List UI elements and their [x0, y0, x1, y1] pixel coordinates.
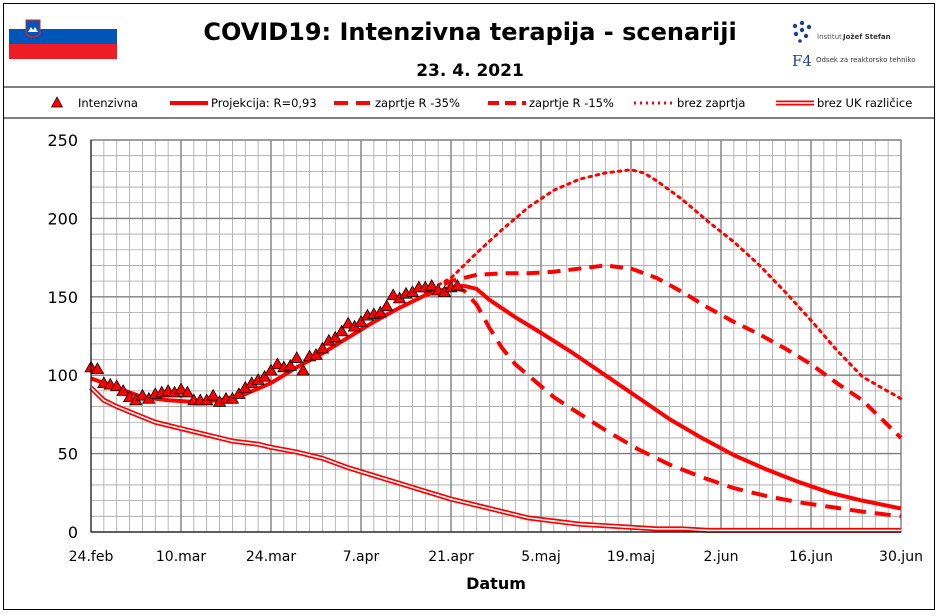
data-point-intenzivna	[283, 358, 297, 371]
legend-label: brez zaprtja	[677, 96, 745, 110]
legend-label: Projekcija: R=0,93	[211, 96, 317, 110]
data-point-intenzivna	[315, 341, 330, 354]
data-point-intenzivna	[354, 315, 368, 327]
x-tick-label: 2.jun	[704, 549, 739, 565]
legend-label: zaprtje R -15%	[529, 96, 614, 110]
data-point-intenzivna	[174, 382, 188, 395]
logo-dept-mark: F4	[792, 52, 812, 70]
data-point-intenzivna	[386, 288, 400, 301]
data-point-intenzivna	[264, 363, 278, 376]
data-point-intenzivna	[341, 316, 355, 329]
logo-institute-name: Jožef Stefan	[842, 33, 891, 41]
data-point-intenzivna	[90, 362, 105, 374]
chart-frame	[3, 3, 935, 610]
y-tick-label: 100	[47, 366, 78, 385]
legend-label: zaprtje R -35%	[375, 96, 460, 110]
chart-date: 23. 4. 2021	[416, 61, 524, 81]
data-point-intenzivna	[257, 369, 272, 382]
data-point-intenzivna	[135, 388, 150, 401]
data-point-intenzivna	[180, 385, 195, 398]
data-point-intenzivna	[290, 351, 304, 363]
x-tick-label: 7.apr	[343, 549, 380, 565]
series-line-brez-zaprtja	[423, 168, 903, 401]
data-point-intenzivna	[296, 363, 310, 376]
y-tick-label: 250	[47, 131, 78, 150]
x-tick-label: 16.jun	[789, 549, 833, 565]
x-tick-label: 21.apr	[428, 549, 474, 565]
legend: Intenzivna Projekcija: R=0,93 zaprtje R -3…	[50, 96, 912, 110]
data-point-intenzivna	[232, 387, 246, 399]
data-point-intenzivna	[380, 299, 394, 312]
series-group	[84, 168, 903, 533]
data-point-intenzivna	[122, 390, 137, 403]
legend-marker-triangle	[50, 96, 64, 108]
slovenian-flag-icon	[9, 15, 117, 59]
data-point-intenzivna	[425, 279, 439, 291]
data-point-intenzivna	[335, 324, 349, 337]
data-point-intenzivna	[206, 388, 220, 401]
y-tick-label: 0	[68, 523, 78, 542]
series-line-zaprtje-35	[450, 285, 902, 519]
legend-item[interactable]: brez UK različice	[776, 96, 912, 110]
data-point-intenzivna	[309, 348, 323, 360]
legend-item[interactable]: Intenzivna	[50, 96, 138, 110]
chart-title: COVID19: Intenzivna terapija - scenariji	[203, 18, 736, 46]
data-point-intenzivna	[270, 357, 285, 370]
x-axis-label: Datum	[466, 574, 526, 593]
x-tick-label: 5.maj	[521, 549, 560, 565]
x-tick-label: 24.feb	[69, 549, 114, 565]
y-tick-label: 50	[58, 445, 78, 464]
x-tick-label: 19.maj	[607, 549, 655, 565]
legend-label: brez UK različice	[817, 96, 912, 110]
data-point-intenzivna	[110, 379, 124, 392]
y-tick-label: 200	[47, 209, 78, 228]
data-point-intenzivna	[450, 279, 465, 291]
ijs-logo-icon	[792, 20, 812, 43]
legend-item[interactable]: zaprtje R -35%	[334, 96, 460, 110]
data-point-intenzivna	[328, 330, 342, 343]
x-tick-label: 30.jun	[879, 549, 923, 565]
series-line-brez-uk-inner	[90, 387, 901, 532]
axes: 0 50 100 150 200 250 24.feb 10.mar 24.mar 7.apr 21…	[47, 131, 923, 565]
logo-institute-prefix: Institut	[817, 33, 842, 41]
legend-item[interactable]: brez zaprtja	[634, 96, 745, 110]
logo-dept-text: Odsek za reaktorsko tehniko	[816, 56, 916, 64]
data-point-intenzivna	[373, 305, 387, 318]
legend-item[interactable]: zaprtje R -15%	[488, 96, 614, 110]
y-tick-label: 150	[47, 288, 78, 307]
x-tick-label: 10.mar	[156, 549, 206, 565]
series-line-zaprtje-15	[424, 263, 903, 440]
legend-label: Intenzivna	[78, 96, 138, 110]
x-tick-label: 24.mar	[246, 549, 296, 565]
data-point-intenzivna	[116, 384, 130, 396]
legend-item[interactable]: Projekcija: R=0,93	[170, 96, 317, 110]
